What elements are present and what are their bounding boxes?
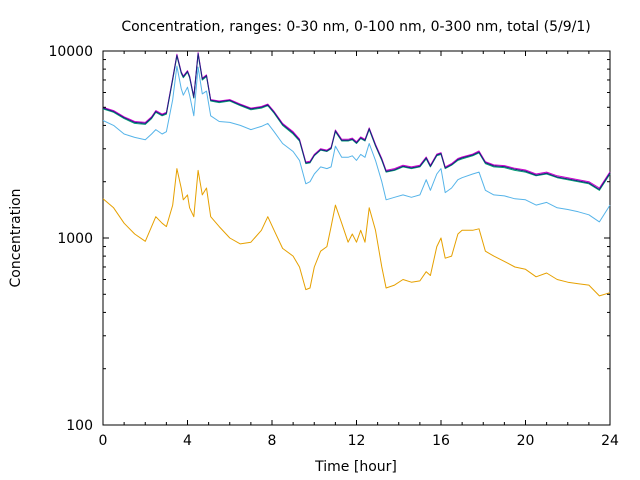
x-tick-label: 24 (601, 433, 619, 449)
x-axis: 0 4 8 12 16 20 24 (99, 51, 619, 449)
x-tick-label: 8 (268, 433, 277, 449)
chart-title: Concentration, ranges: 0-30 nm, 0-100 nm… (121, 19, 590, 35)
series-layer (102, 52, 611, 297)
y-tick-label: 10000 (48, 44, 93, 60)
series-line-1 (102, 65, 611, 223)
x-tick-label: 16 (432, 433, 450, 449)
plot-area (102, 50, 611, 426)
y-axis: 100 1000 10000 (48, 44, 610, 434)
y-tick-label: 100 (66, 418, 93, 434)
series-line-4 (102, 53, 611, 190)
x-tick-label: 12 (348, 433, 366, 449)
y-axis-title: Concentration (8, 188, 24, 287)
plot-frame (102, 50, 611, 426)
y-tick-label: 1000 (57, 231, 93, 247)
x-tick-label: 0 (99, 433, 108, 449)
x-tick-label: 4 (183, 433, 192, 449)
series-line-0 (102, 168, 611, 297)
x-tick-label: 20 (517, 433, 535, 449)
x-axis-title: Time [hour] (314, 459, 397, 475)
series-line-3 (102, 52, 611, 189)
